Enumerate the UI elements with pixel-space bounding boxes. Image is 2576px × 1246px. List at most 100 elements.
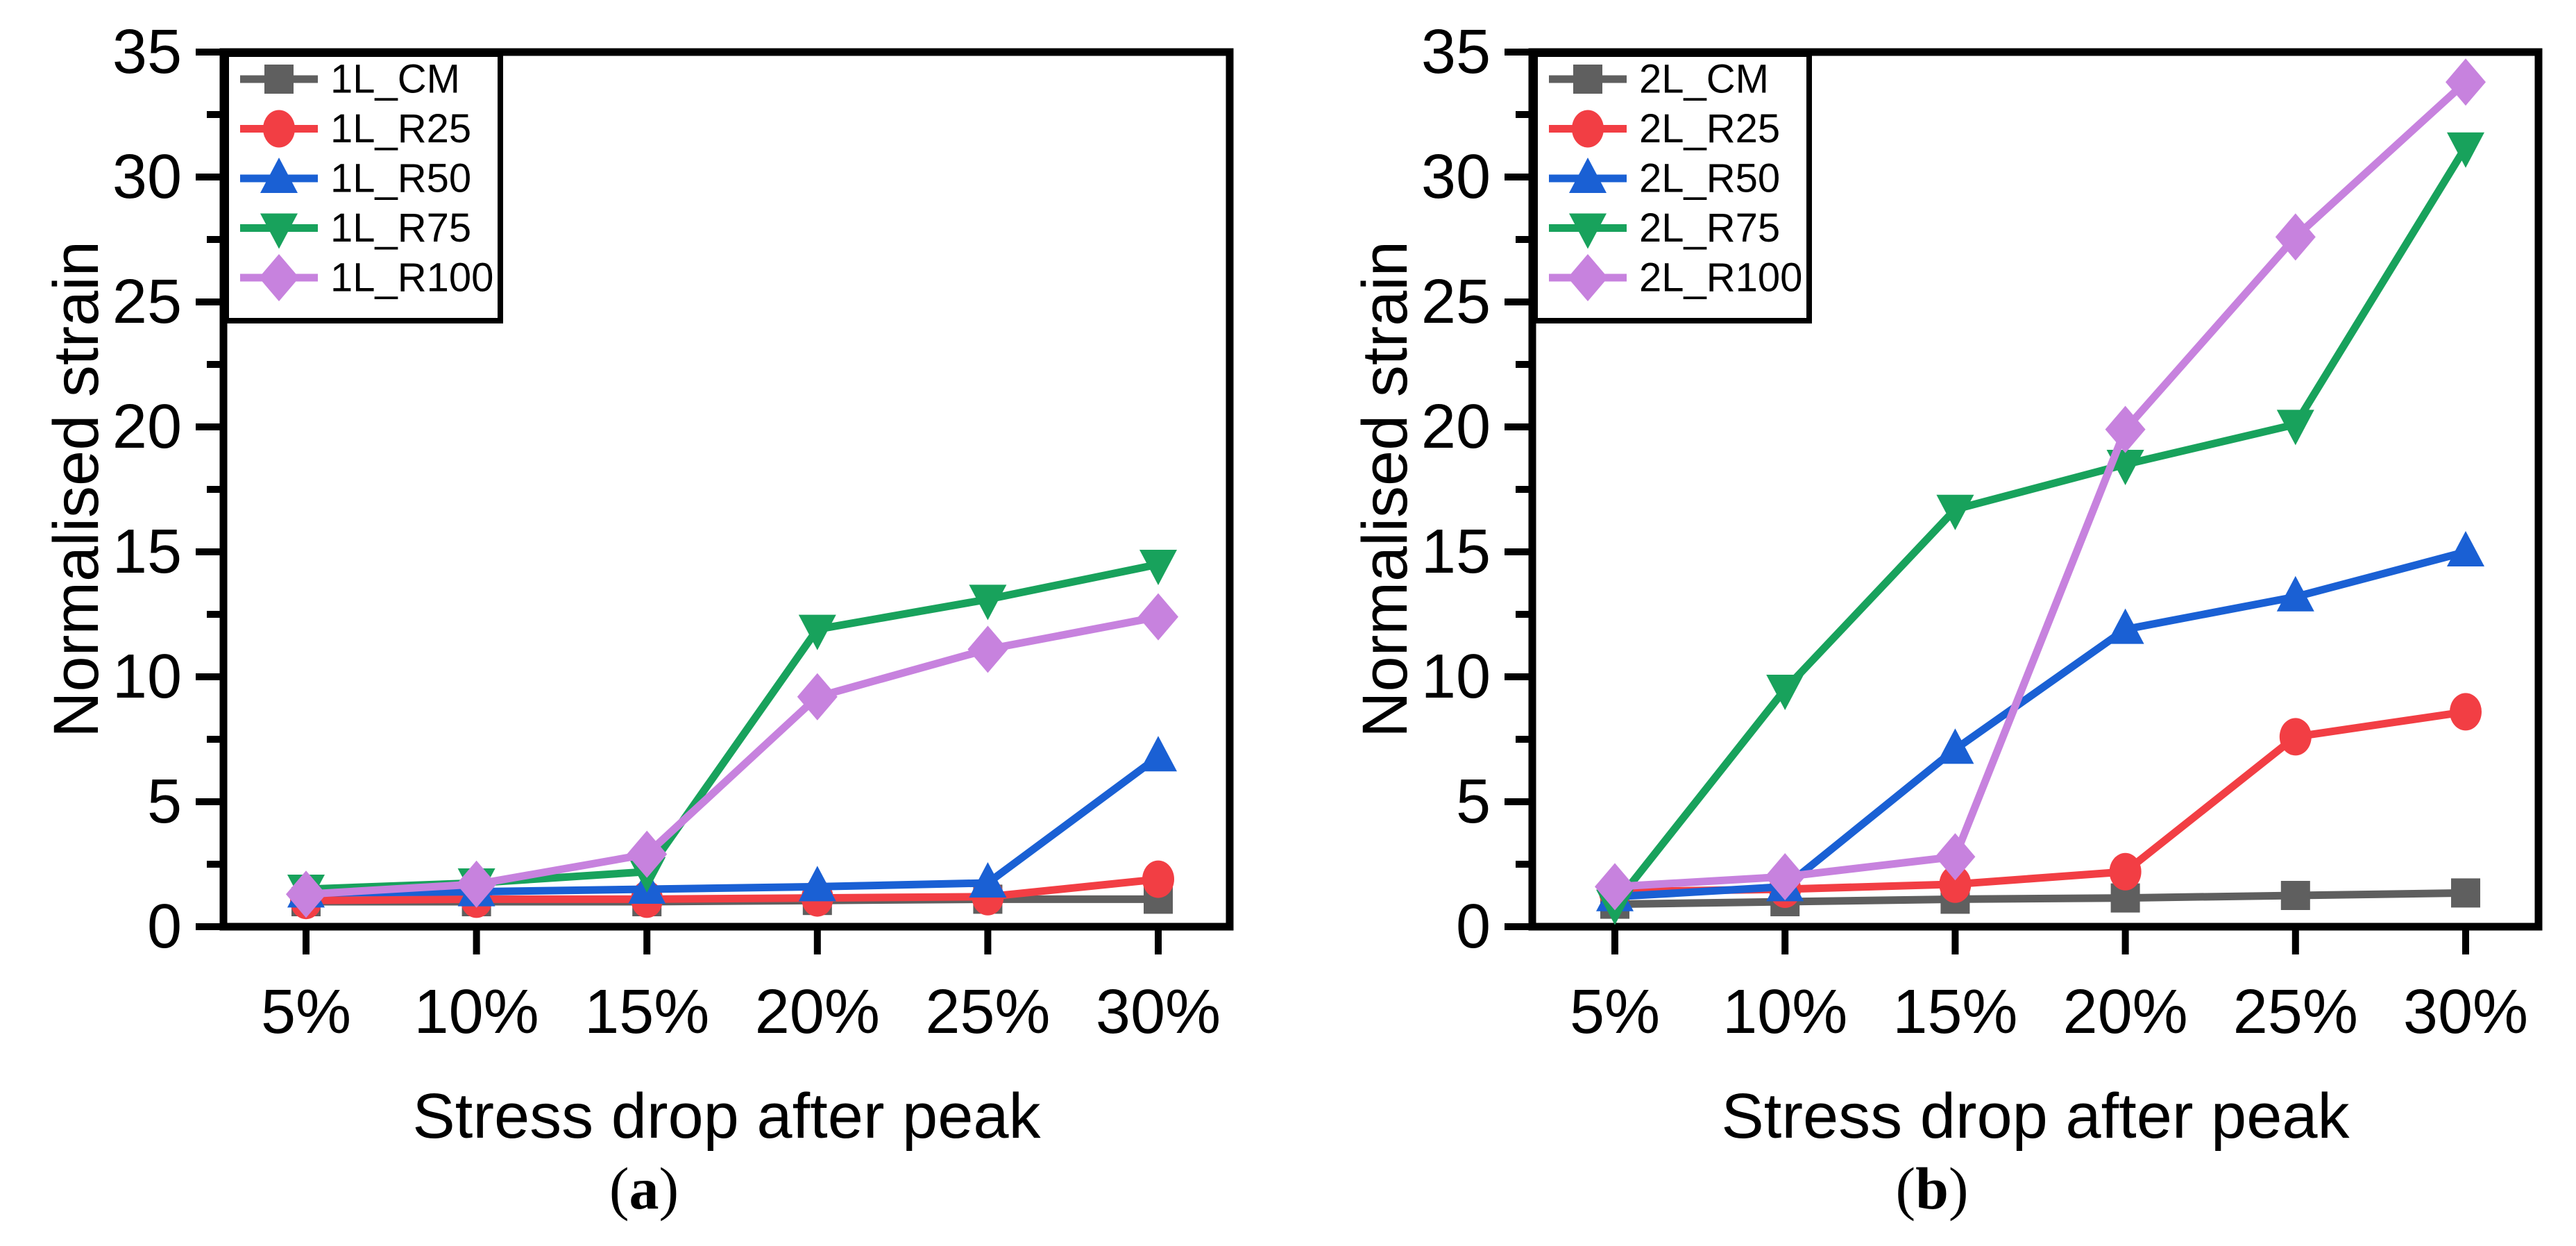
data-point-2L_R100 xyxy=(2105,405,2146,453)
data-point-1L_R100 xyxy=(627,830,668,878)
data-point-2L_R75 xyxy=(2276,410,2314,446)
series-line-2L_R100 xyxy=(1614,79,2468,891)
legend-entry-1L_R25: 1L_R25 xyxy=(240,106,471,151)
data-point-2L_R50 xyxy=(2276,575,2314,612)
data-point-1L_R50 xyxy=(798,866,836,902)
legend-entry-1L_R75: 1L_R75 xyxy=(240,205,471,251)
paren-open: ( xyxy=(1895,1155,1916,1222)
legend-marker-square-icon xyxy=(1573,65,1602,94)
legend-marker-triangle-down-icon xyxy=(260,213,298,249)
x-tick-label: 15% xyxy=(584,977,709,1047)
data-point-1L_R50 xyxy=(969,862,1007,898)
legend-entry-2L_R50: 2L_R50 xyxy=(1549,156,1780,201)
legend-label: 1L_R75 xyxy=(330,205,471,251)
data-point-2L_CM xyxy=(2280,881,2310,910)
legend-label: 2L_R25 xyxy=(1639,106,1780,151)
y-tick-label: 5 xyxy=(147,767,182,836)
data-point-2L_R25 xyxy=(1939,865,1972,903)
y-tick-label: 20 xyxy=(1421,392,1491,462)
y-tick-label: 15 xyxy=(1421,517,1491,587)
chart-panel-b: 0 5 10 15 20 25 30 35 5% 10% 15% 20% 25% 30% Stress dr… xyxy=(1350,17,2543,1152)
data-point-1L_R100 xyxy=(286,870,326,918)
x-axis: 5% 10% 15% 20% 25% 30% xyxy=(261,927,1221,1047)
legend-label: 1L_R100 xyxy=(330,255,493,301)
data-point-1L_R25 xyxy=(1142,860,1174,898)
y-axis: 0 5 10 15 20 25 30 35 xyxy=(112,17,223,961)
data-point-2L_R100 xyxy=(2275,213,2316,261)
series-line-2L_CM xyxy=(1614,889,2466,909)
legend-marker-square-icon xyxy=(264,65,294,94)
legend-label: 1L_R50 xyxy=(330,156,471,201)
x-tick-label: 10% xyxy=(414,977,539,1047)
legend-entry-1L_R100: 1L_R100 xyxy=(240,254,493,301)
x-tick-label: 20% xyxy=(755,977,880,1047)
y-tick-label: 20 xyxy=(112,392,182,462)
legend-entry-1L_R50: 1L_R50 xyxy=(240,156,471,201)
legend-label: 2L_R50 xyxy=(1639,156,1780,201)
y-tick-label: 25 xyxy=(1421,267,1491,337)
y-tick-label: 15 xyxy=(112,517,182,587)
legend-marker-circle-icon xyxy=(1572,110,1604,148)
data-point-2L_R50 xyxy=(2447,531,2484,566)
panel-a-letter: a xyxy=(629,1155,659,1222)
legend-label: 2L_R75 xyxy=(1639,205,1780,251)
data-point-1L_R50 xyxy=(1139,736,1177,772)
y-tick-label: 35 xyxy=(1421,17,1491,87)
legend-marker-diamond-icon xyxy=(259,254,299,301)
legend-marker-diamond-icon xyxy=(1568,254,1608,301)
y-axis-title: Normalised strain xyxy=(41,241,112,738)
legend-entry-2L_R100: 2L_R100 xyxy=(1549,254,1802,301)
x-axis-title: Stress drop after peak xyxy=(412,1081,1041,1152)
data-point-2L_R75 xyxy=(1936,494,1974,530)
data-point-1L_R75 xyxy=(969,584,1007,621)
y-tick-label: 35 xyxy=(112,17,182,87)
data-point-1L_R100 xyxy=(456,860,497,908)
x-tick-label: 20% xyxy=(2063,977,2188,1047)
data-point-2L_R100 xyxy=(1595,863,1635,911)
data-point-1L_R100 xyxy=(967,625,1008,673)
y-tick-label: 10 xyxy=(112,642,182,712)
x-tick-label: 25% xyxy=(925,977,1050,1047)
data-point-2L_R100 xyxy=(1935,833,1976,881)
series-line-2L_R75 xyxy=(1611,144,2469,907)
data-point-2L_R25 xyxy=(2109,852,2142,891)
y-tick-label: 30 xyxy=(1421,142,1491,212)
legend-marker-triangle-down-icon xyxy=(1569,213,1607,249)
x-axis: 5% 10% 15% 20% 25% 30% xyxy=(1570,927,2528,1047)
data-point-2L_R25 xyxy=(2279,718,2312,756)
y-tick-label: 0 xyxy=(1456,892,1491,961)
data-point-2L_R75 xyxy=(1766,675,1804,710)
series-2L_R50 xyxy=(1596,531,2484,911)
data-point-1L_R100 xyxy=(1138,593,1178,641)
legend-marker-triangle-up-icon xyxy=(260,158,298,193)
x-axis-title: Stress drop after peak xyxy=(1721,1081,2350,1152)
data-point-2L_CM xyxy=(2451,878,2480,908)
legend-entry-1L_CM: 1L_CM xyxy=(240,57,460,102)
paren-open: ( xyxy=(609,1155,629,1222)
legend-marker-circle-icon xyxy=(263,110,295,148)
panel-a-caption: (a) xyxy=(505,1154,783,1223)
data-point-2L_R25 xyxy=(2450,693,2482,731)
legend-marker-triangle-up-icon xyxy=(1569,158,1607,193)
data-point-2L_R50 xyxy=(2106,608,2144,644)
y-tick-label: 0 xyxy=(147,892,182,961)
x-tick-label: 15% xyxy=(1892,977,2017,1047)
paren-close: ) xyxy=(659,1155,679,1222)
series-line-1L_R100 xyxy=(305,613,1160,898)
y-axis: 0 5 10 15 20 25 30 35 xyxy=(1421,17,1532,961)
paren-close: ) xyxy=(1948,1155,1969,1222)
series-2L_R100 xyxy=(1595,58,2486,911)
data-point-2L_R100 xyxy=(2446,58,2486,106)
x-tick-label: 10% xyxy=(1722,977,1847,1047)
series-1L_R75 xyxy=(287,550,1177,910)
y-tick-label: 30 xyxy=(112,142,182,212)
series-line-2L_R50 xyxy=(1614,548,2467,901)
data-point-1L_R100 xyxy=(797,673,838,721)
series-line-1L_R50 xyxy=(305,753,1161,897)
data-point-1L_R75 xyxy=(1139,550,1177,585)
legend-entry-2L_R25: 2L_R25 xyxy=(1549,106,1780,151)
data-point-2L_R100 xyxy=(1765,853,1806,900)
